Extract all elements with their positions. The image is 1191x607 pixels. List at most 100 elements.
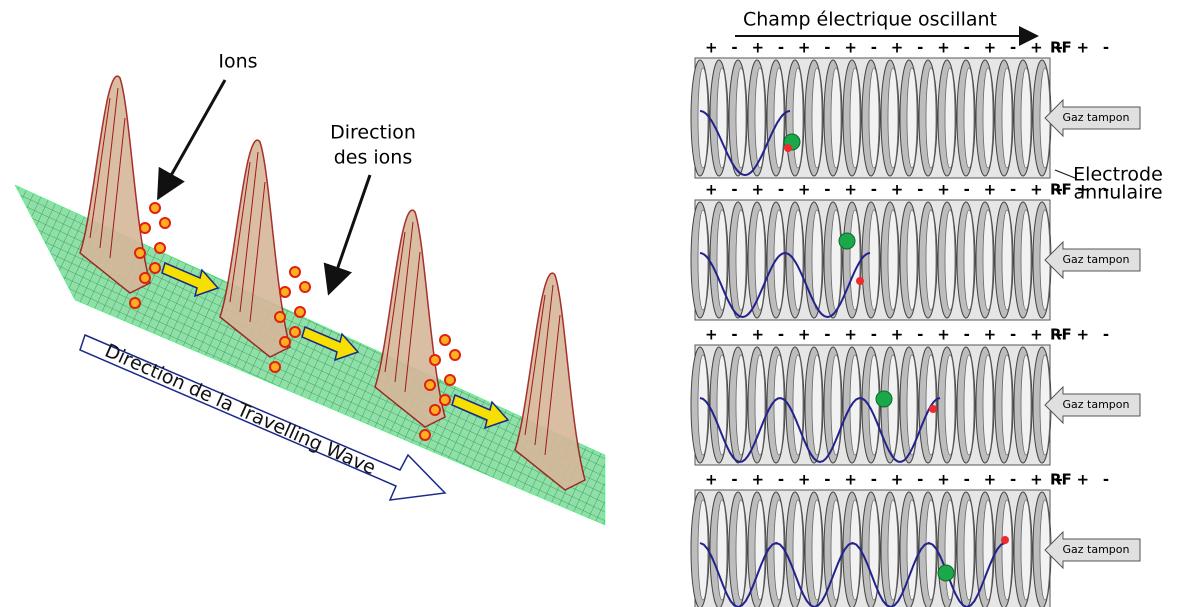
ion: [449, 349, 461, 361]
ring-inner: [963, 499, 975, 601]
ring-inner: [1020, 354, 1032, 456]
ring-inner: [868, 67, 880, 169]
ring-inner: [773, 67, 785, 169]
ion: [139, 222, 151, 234]
ions-arrow: [157, 79, 227, 201]
ring-inner: [773, 209, 785, 311]
ring-inner: [963, 354, 975, 456]
ring-inner: [773, 354, 785, 456]
ion-direction-label: des ions: [334, 147, 413, 169]
ion: [134, 247, 146, 259]
ring-inner: [906, 209, 918, 311]
gas-arrow: [1044, 530, 1141, 570]
ring-inner: [735, 67, 747, 169]
ring-inner: [868, 209, 880, 311]
ions-label: Ions: [218, 51, 257, 73]
ring-inner: [849, 499, 861, 601]
rf-label: RF: [1050, 39, 1072, 57]
ion: [429, 354, 441, 366]
ring-inner: [982, 209, 994, 311]
ring-inner: [716, 209, 728, 311]
ring-inner: [849, 209, 861, 311]
electrode-label: annulaire: [1073, 182, 1162, 204]
ion: [159, 217, 171, 229]
ring-inner: [1020, 209, 1032, 311]
oscillation-wave: [699, 541, 1006, 607]
ring-inner: [773, 499, 785, 601]
ring-inner: [1020, 499, 1032, 601]
ring-inner: [849, 67, 861, 169]
ring-inner: [1001, 67, 1013, 169]
large-ion: [937, 564, 955, 582]
rf-label: RF: [1050, 181, 1072, 199]
ion: [429, 404, 441, 416]
ring-inner: [925, 209, 937, 311]
wave-peak: [219, 139, 291, 358]
gas-label: Gaz tampon: [1063, 253, 1130, 266]
ring-inner: [735, 499, 747, 601]
ion: [149, 262, 161, 274]
gas-label: Gaz tampon: [1063, 111, 1130, 124]
gas-label: Gaz tampon: [1063, 543, 1130, 556]
ring-inner: [697, 67, 709, 169]
ring-inner: [944, 209, 956, 311]
wave-peak-lines: [89, 87, 126, 259]
ring-inner: [944, 354, 956, 456]
ion-direction-arrow: [161, 261, 220, 298]
ion: [129, 297, 141, 309]
ion: [289, 326, 301, 338]
ion: [424, 379, 436, 391]
ring-inner: [982, 67, 994, 169]
ring-inner: [697, 209, 709, 311]
ring-inner: [735, 209, 747, 311]
ring-inner: [1001, 209, 1013, 311]
ion-direction-arrow: [323, 174, 372, 296]
polarity-signs: + - + - + - + - + - + - + - + - + -: [705, 326, 1113, 344]
ion: [269, 361, 281, 373]
ion: [419, 429, 431, 441]
ion: [439, 334, 451, 346]
ring-inner: [697, 499, 709, 601]
ring-inner: [906, 499, 918, 601]
ion: [289, 266, 301, 278]
large-ion: [875, 390, 893, 408]
wave-peak-lines: [524, 284, 561, 456]
gas-label: Gaz tampon: [1063, 398, 1130, 411]
ring-inner: [735, 354, 747, 456]
ring-inner: [982, 354, 994, 456]
ring-inner: [868, 499, 880, 601]
ring-inner: [792, 354, 804, 456]
right-panel: Champ électrique oscillant Electrode ann…: [690, 9, 1163, 607]
wave-arrow: [79, 333, 447, 501]
ring-inner: [754, 354, 766, 456]
ion: [279, 336, 291, 348]
ring-inner: [830, 499, 842, 601]
small-ion: [1001, 536, 1009, 544]
gas-arrow: [1044, 385, 1141, 425]
ring-inner: [792, 499, 804, 601]
ion: [439, 394, 451, 406]
ion: [139, 272, 151, 284]
ring-inner: [716, 67, 728, 169]
ion: [149, 202, 161, 214]
ring-inner: [1001, 499, 1013, 601]
ring-inner: [811, 67, 823, 169]
field-title: Champ électrique oscillant: [743, 9, 997, 31]
ion-direction-label: Direction: [330, 122, 416, 144]
gas-arrow: [1044, 240, 1141, 280]
gas-arrow: [1044, 98, 1141, 138]
ring-inner: [811, 499, 823, 601]
wave-peak: [79, 75, 151, 294]
ring-inner: [830, 67, 842, 169]
ring-inner: [868, 354, 880, 456]
left-panel: Direction de la Travelling Wave Ions Dir…: [14, 51, 606, 526]
wave-peak-lines: [229, 151, 266, 323]
wave-peak-lines: [384, 221, 421, 393]
rf-label: RF: [1050, 471, 1072, 489]
ring-inner: [925, 499, 937, 601]
ring-inner: [830, 209, 842, 311]
rf-label: RF: [1050, 326, 1072, 344]
small-ion: [784, 144, 792, 152]
ring-inner: [754, 499, 766, 601]
